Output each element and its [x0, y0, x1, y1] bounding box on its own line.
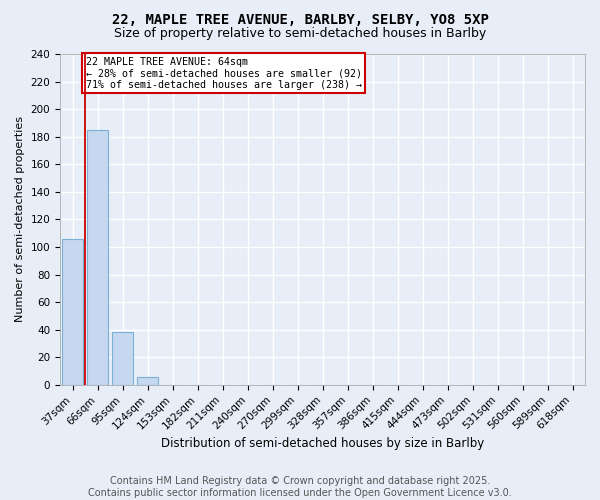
Text: 22, MAPLE TREE AVENUE, BARLBY, SELBY, YO8 5XP: 22, MAPLE TREE AVENUE, BARLBY, SELBY, YO…	[112, 12, 488, 26]
Bar	[87, 130, 108, 385]
Bar	[112, 332, 133, 385]
Text: 22 MAPLE TREE AVENUE: 64sqm
← 28% of semi-detached houses are smaller (92)
71% o: 22 MAPLE TREE AVENUE: 64sqm ← 28% of sem…	[86, 57, 362, 90]
Y-axis label: Number of semi-detached properties: Number of semi-detached properties	[15, 116, 25, 322]
Bar	[62, 238, 83, 385]
Text: Size of property relative to semi-detached houses in Barlby: Size of property relative to semi-detach…	[114, 28, 486, 40]
X-axis label: Distribution of semi-detached houses by size in Barlby: Distribution of semi-detached houses by …	[161, 437, 484, 450]
Bar	[137, 376, 158, 385]
Text: Contains HM Land Registry data © Crown copyright and database right 2025.
Contai: Contains HM Land Registry data © Crown c…	[88, 476, 512, 498]
